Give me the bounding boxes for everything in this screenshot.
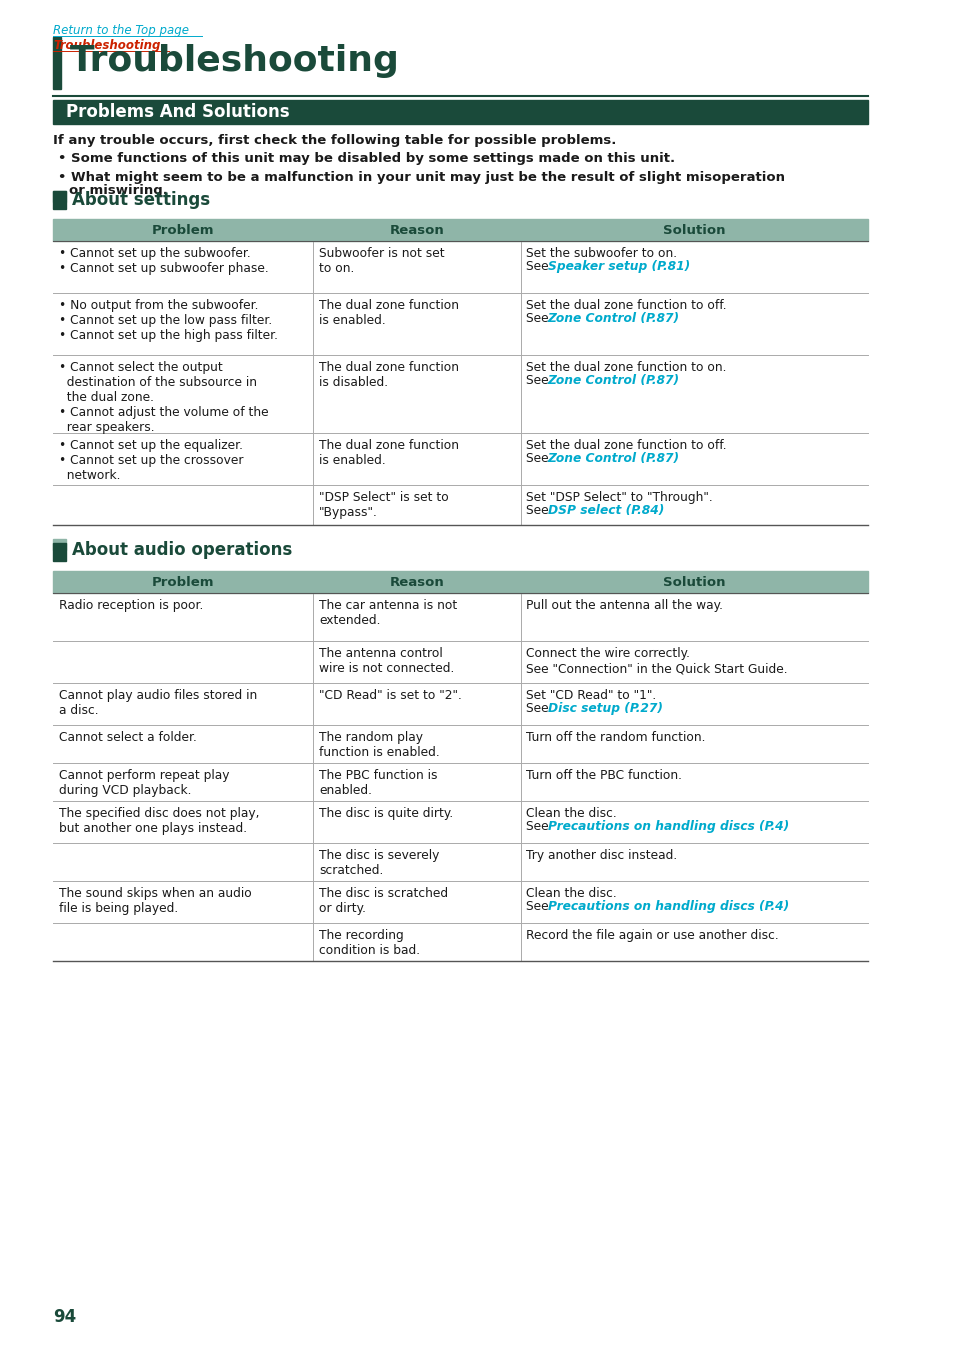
Bar bbox=[53, 37, 61, 89]
Text: See: See bbox=[526, 311, 553, 325]
Text: Solution: Solution bbox=[662, 223, 724, 237]
Text: Turn off the random function.: Turn off the random function. bbox=[526, 731, 705, 743]
Text: • No output from the subwoofer.
• Cannot set up the low pass filter.
• Cannot se: • No output from the subwoofer. • Cannot… bbox=[59, 299, 277, 343]
Text: The PBC function is
enabled.: The PBC function is enabled. bbox=[319, 769, 437, 798]
Text: Problems And Solutions: Problems And Solutions bbox=[66, 103, 289, 121]
Text: Zone Control (P.87): Zone Control (P.87) bbox=[547, 374, 679, 387]
Text: DSP select (P.84): DSP select (P.84) bbox=[547, 504, 663, 517]
Text: The sound skips when an audio
file is being played.: The sound skips when an audio file is be… bbox=[59, 887, 252, 915]
Text: Radio reception is poor.: Radio reception is poor. bbox=[59, 598, 203, 612]
Text: The disc is severely
scratched.: The disc is severely scratched. bbox=[319, 849, 439, 877]
Text: The disc is scratched
or dirty.: The disc is scratched or dirty. bbox=[319, 887, 448, 915]
Text: Problem: Problem bbox=[152, 575, 214, 589]
Text: The antenna control
wire is not connected.: The antenna control wire is not connecte… bbox=[319, 647, 454, 676]
Bar bbox=[53, 219, 867, 241]
Text: "DSP Select" is set to
"Bypass".: "DSP Select" is set to "Bypass". bbox=[319, 492, 449, 519]
Bar bbox=[53, 539, 66, 550]
Text: or miswiring.: or miswiring. bbox=[70, 184, 168, 196]
Text: Cannot play audio files stored in
a disc.: Cannot play audio files stored in a disc… bbox=[59, 689, 256, 718]
Text: Cannot select a folder.: Cannot select a folder. bbox=[59, 731, 196, 743]
Bar bbox=[53, 543, 66, 561]
Text: Try another disc instead.: Try another disc instead. bbox=[526, 849, 677, 862]
Bar bbox=[53, 191, 66, 202]
Text: Precautions on handling discs (P.4): Precautions on handling discs (P.4) bbox=[547, 821, 788, 833]
Text: Zone Control (P.87): Zone Control (P.87) bbox=[547, 452, 679, 464]
Text: The specified disc does not play,
but another one plays instead.: The specified disc does not play, but an… bbox=[59, 807, 259, 835]
Text: Set "DSP Select" to "Through".: Set "DSP Select" to "Through". bbox=[526, 492, 713, 504]
Bar bbox=[53, 571, 867, 593]
Text: Subwoofer is not set
to on.: Subwoofer is not set to on. bbox=[319, 246, 444, 275]
Text: Precautions on handling discs (P.4): Precautions on handling discs (P.4) bbox=[547, 900, 788, 913]
Text: Zone Control (P.87): Zone Control (P.87) bbox=[547, 311, 679, 325]
Text: Speaker setup (P.81): Speaker setup (P.81) bbox=[547, 260, 689, 274]
Text: See: See bbox=[526, 452, 553, 464]
Text: Pull out the antenna all the way.: Pull out the antenna all the way. bbox=[526, 598, 722, 612]
Text: See: See bbox=[526, 900, 553, 913]
Text: • What might seem to be a malfunction in your unit may just be the result of sli: • What might seem to be a malfunction in… bbox=[58, 171, 784, 184]
Text: Reason: Reason bbox=[389, 223, 444, 237]
Text: The random play
function is enabled.: The random play function is enabled. bbox=[319, 731, 439, 760]
Text: • Cannot set up the equalizer.
• Cannot set up the crossover
  network.: • Cannot set up the equalizer. • Cannot … bbox=[59, 439, 243, 482]
Text: The recording
condition is bad.: The recording condition is bad. bbox=[319, 929, 420, 957]
Text: Reason: Reason bbox=[389, 575, 444, 589]
Bar bbox=[53, 100, 867, 125]
Text: Troubleshooting: Troubleshooting bbox=[53, 39, 160, 51]
Text: Clean the disc.: Clean the disc. bbox=[526, 887, 617, 900]
Text: Set the subwoofer to on.: Set the subwoofer to on. bbox=[526, 246, 677, 260]
Text: Set the dual zone function to on.: Set the dual zone function to on. bbox=[526, 362, 726, 374]
Text: Connect the wire correctly.
See "Connection" in the Quick Start Guide.: Connect the wire correctly. See "Connect… bbox=[526, 647, 787, 676]
Text: Record the file again or use another disc.: Record the file again or use another dis… bbox=[526, 929, 779, 942]
Text: See: See bbox=[526, 701, 553, 715]
Text: See: See bbox=[526, 260, 553, 274]
Text: See: See bbox=[526, 374, 553, 387]
Text: Set "CD Read" to "1".: Set "CD Read" to "1". bbox=[526, 689, 656, 701]
Text: Solution: Solution bbox=[662, 575, 724, 589]
Text: 94: 94 bbox=[53, 1308, 76, 1326]
Text: Clean the disc.: Clean the disc. bbox=[526, 807, 617, 821]
Text: The dual zone function
is disabled.: The dual zone function is disabled. bbox=[319, 362, 458, 389]
Text: • Cannot select the output
  destination of the subsource in
  the dual zone.
• : • Cannot select the output destination o… bbox=[59, 362, 268, 435]
Text: The dual zone function
is enabled.: The dual zone function is enabled. bbox=[319, 439, 458, 467]
Text: See: See bbox=[526, 504, 553, 517]
Text: About audio operations: About audio operations bbox=[72, 542, 293, 559]
Text: • Cannot set up the subwoofer.
• Cannot set up subwoofer phase.: • Cannot set up the subwoofer. • Cannot … bbox=[59, 246, 269, 275]
Text: The disc is quite dirty.: The disc is quite dirty. bbox=[319, 807, 453, 821]
Text: The dual zone function
is enabled.: The dual zone function is enabled. bbox=[319, 299, 458, 328]
Text: Problem: Problem bbox=[152, 223, 214, 237]
Text: Cannot perform repeat play
during VCD playback.: Cannot perform repeat play during VCD pl… bbox=[59, 769, 229, 798]
Text: • Some functions of this unit may be disabled by some settings made on this unit: • Some functions of this unit may be dis… bbox=[58, 152, 675, 165]
Text: Return to the Top page: Return to the Top page bbox=[53, 24, 189, 37]
Text: "CD Read" is set to "2".: "CD Read" is set to "2". bbox=[319, 689, 461, 701]
Text: Turn off the PBC function.: Turn off the PBC function. bbox=[526, 769, 681, 783]
Text: The car antenna is not
extended.: The car antenna is not extended. bbox=[319, 598, 456, 627]
Text: Set the dual zone function to off.: Set the dual zone function to off. bbox=[526, 439, 726, 452]
Text: See: See bbox=[526, 821, 553, 833]
Text: About settings: About settings bbox=[72, 191, 211, 209]
Text: If any trouble occurs, first check the following table for possible problems.: If any trouble occurs, first check the f… bbox=[53, 134, 616, 148]
Text: Troubleshooting: Troubleshooting bbox=[70, 43, 399, 79]
Text: Set the dual zone function to off.: Set the dual zone function to off. bbox=[526, 299, 726, 311]
Bar bbox=[53, 191, 66, 209]
Text: Disc setup (P.27): Disc setup (P.27) bbox=[547, 701, 662, 715]
